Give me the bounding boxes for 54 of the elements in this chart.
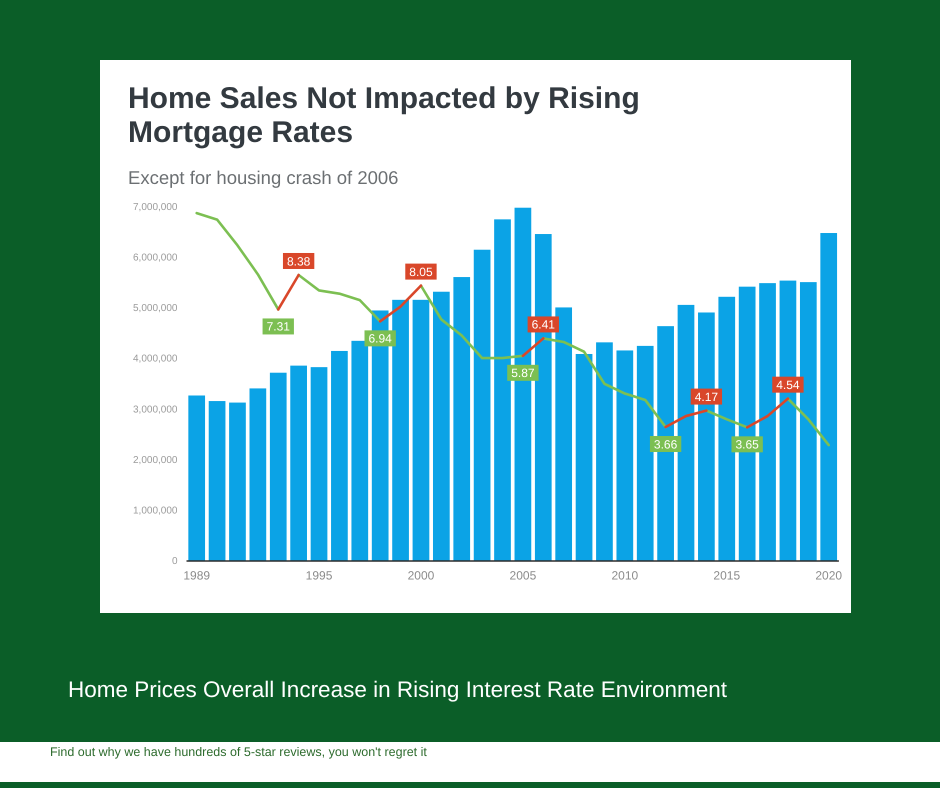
text: Find out why we have hundreds of 5-star reviews, you won't regret it xyxy=(50,745,428,759)
x-tick-label: 2005 xyxy=(510,568,537,583)
data-label: 5.87 xyxy=(511,366,535,380)
y-tick-label: 4,000,000 xyxy=(133,354,178,365)
bar xyxy=(331,350,348,561)
data-label: 6.41 xyxy=(532,318,556,332)
bar xyxy=(310,367,328,561)
bar xyxy=(800,282,817,561)
bar xyxy=(208,401,226,561)
data-label: 4.54 xyxy=(776,378,800,392)
y-tick-label: 2,000,000 xyxy=(133,454,178,466)
bar xyxy=(718,296,736,561)
bar xyxy=(678,304,694,561)
data-label: 6.94 xyxy=(368,332,392,346)
bar xyxy=(249,388,266,561)
bar xyxy=(188,395,206,561)
bar xyxy=(412,300,430,561)
bar xyxy=(616,350,634,561)
text: Home Prices Overall Increase in Rising Interest Rate Environment xyxy=(68,677,728,702)
data-label: 4.17 xyxy=(694,390,718,404)
bar xyxy=(636,346,654,561)
y-tick-label: 5,000,000 xyxy=(133,303,178,314)
y-tick-label: 0 xyxy=(172,556,178,568)
bar xyxy=(351,340,368,561)
x-tick-label: 1989 xyxy=(183,568,210,583)
bar xyxy=(596,342,613,561)
bar xyxy=(453,277,470,561)
bar xyxy=(432,292,450,561)
data-label: 3.66 xyxy=(654,437,678,452)
data-label: 3.65 xyxy=(735,438,760,452)
bar xyxy=(555,307,572,561)
bar xyxy=(392,300,409,561)
bar xyxy=(229,402,246,561)
y-tick-label: 6,000,000 xyxy=(133,252,178,264)
bar xyxy=(270,372,287,561)
bar xyxy=(494,219,511,561)
x-tick-label: 2010 xyxy=(611,568,638,583)
x-tick-label: 2020 xyxy=(815,568,842,583)
chart-subtitle: Except for housing crash of 2006 xyxy=(128,167,398,188)
bar xyxy=(576,354,592,561)
x-tick-label: 2015 xyxy=(713,568,740,583)
x-tick-label: 1995 xyxy=(306,568,333,583)
y-tick-label: 3,000,000 xyxy=(133,404,178,416)
bar xyxy=(474,250,490,561)
data-label: 7.31 xyxy=(266,320,290,334)
data-label: 8.05 xyxy=(409,264,433,279)
bar xyxy=(820,233,838,561)
y-tick-label: 1,000,000 xyxy=(133,506,178,517)
bar xyxy=(759,283,776,561)
bar xyxy=(290,366,307,561)
chart-title: Home Sales Not Impacted by Rising Mortgage Rates xyxy=(128,82,640,149)
data-label: 8.38 xyxy=(286,254,311,268)
x-tick-label: 2000 xyxy=(408,568,435,583)
y-tick-label: 7,000,000 xyxy=(133,202,178,213)
